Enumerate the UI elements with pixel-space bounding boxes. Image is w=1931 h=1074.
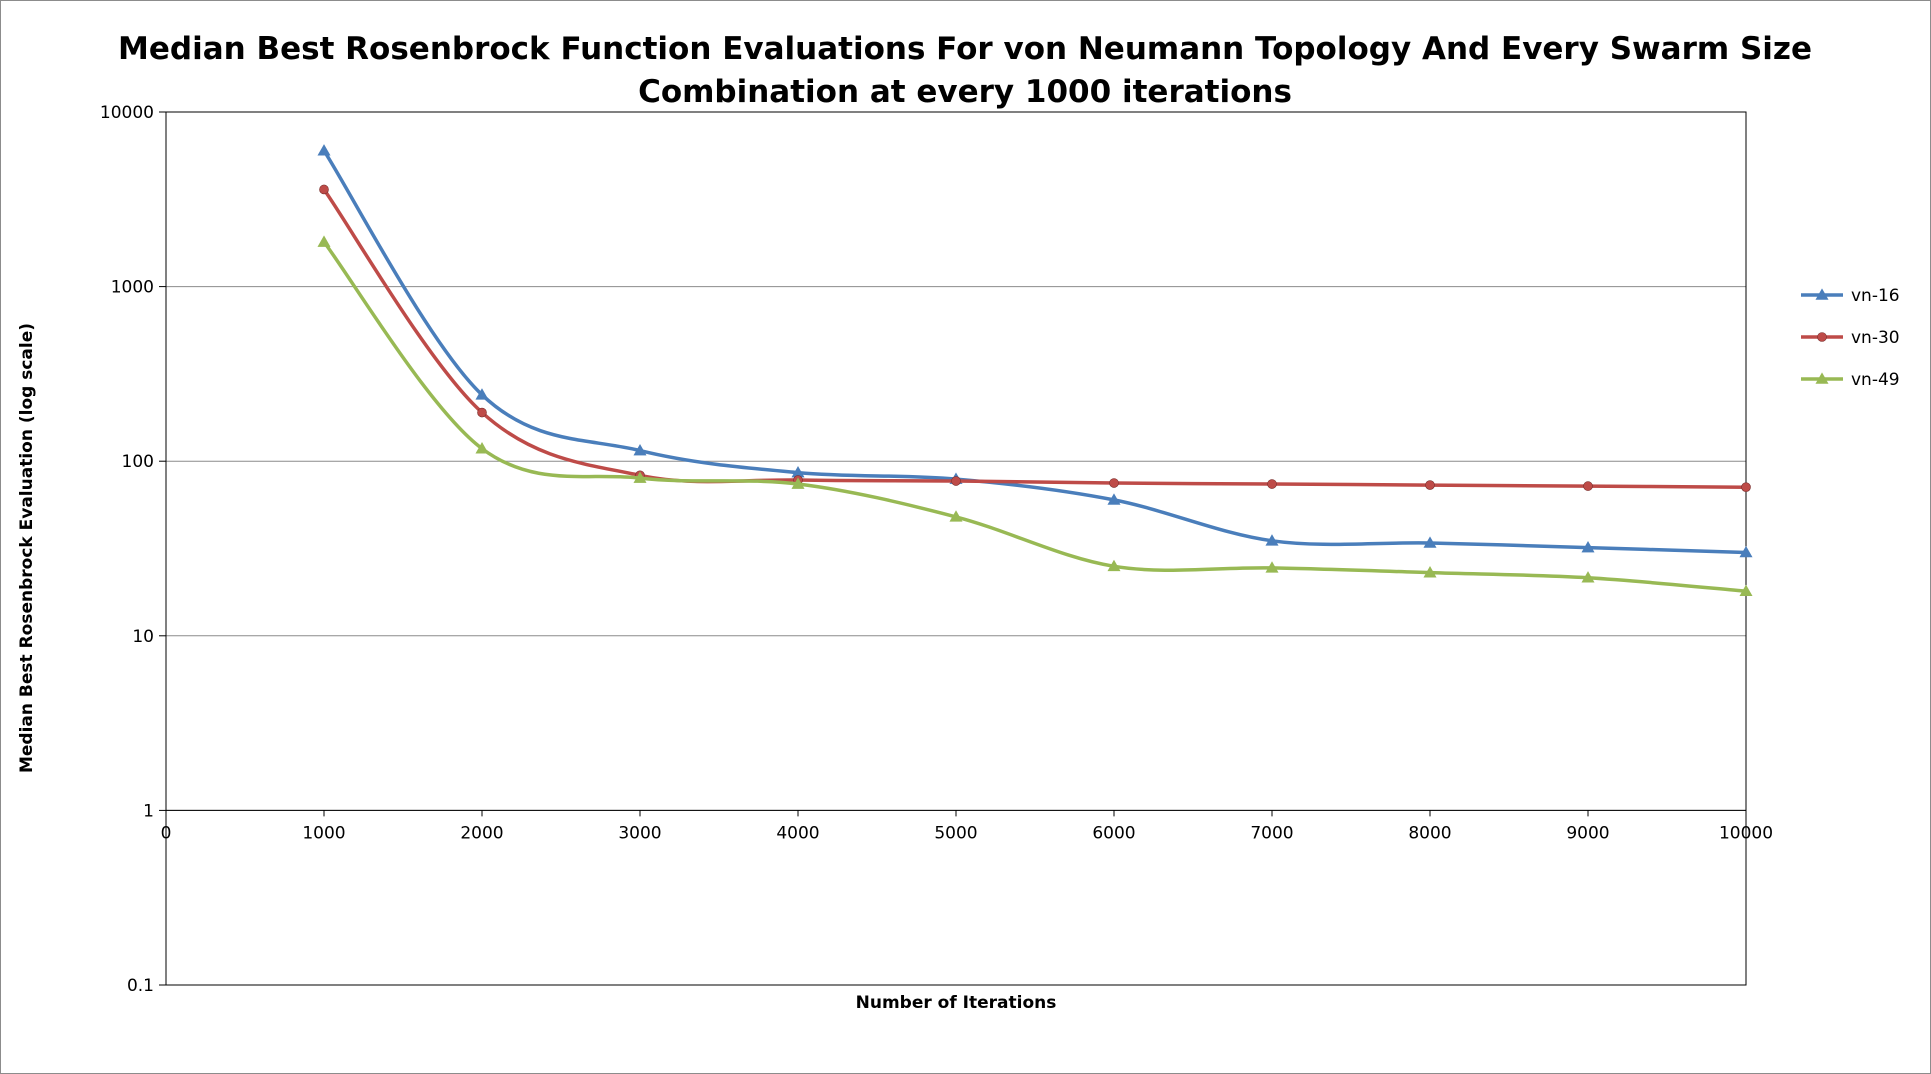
x-tick-label: 4000 <box>776 823 819 843</box>
series-line-vn-30 <box>322 187 1748 489</box>
series-vn-16 <box>317 144 1753 558</box>
legend-label: vn-30 <box>1851 328 1900 348</box>
legend-item-vn-30: vn-30 <box>1801 328 1900 348</box>
x-tick-labels: 0 1000 2000 3000 4000 5000 6000 7000 8000 9000 100… <box>161 810 1773 843</box>
data-point-vn-49 <box>633 471 647 483</box>
series-vn-30 <box>319 184 1751 492</box>
legend-swatch-marker <box>1817 332 1827 342</box>
y-tick-label: 1000 <box>111 278 154 298</box>
data-point-vn-30 <box>319 184 329 195</box>
data-point-vn-49 <box>1107 559 1121 572</box>
data-point-vn-30 <box>1583 481 1593 491</box>
x-tick-label: 5000 <box>934 823 977 843</box>
data-point-vn-49 <box>1739 584 1753 597</box>
y-tick-label: 1 <box>143 801 154 821</box>
data-point-vn-16 <box>475 388 489 400</box>
y-tick-label: 100 <box>122 452 154 472</box>
data-point-vn-16 <box>317 144 331 156</box>
data-point-vn-49 <box>1581 571 1595 583</box>
plot-area-frame <box>165 111 1747 986</box>
x-tick-label: 7000 <box>1250 823 1293 843</box>
y-tick-label: 10000 <box>100 103 154 123</box>
data-point-vn-30 <box>1425 480 1435 490</box>
x-tick-label: 6000 <box>1092 823 1135 843</box>
legend-label: vn-16 <box>1851 286 1900 306</box>
data-point-vn-16 <box>1581 540 1595 553</box>
data-point-vn-30 <box>1109 478 1119 488</box>
data-point-vn-30 <box>1741 482 1751 492</box>
data-point-vn-49 <box>791 477 805 489</box>
chart-title-line-1: Median Best Rosenbrock Function Evaluati… <box>118 31 1812 67</box>
data-point-vn-16 <box>1265 534 1279 546</box>
data-point-vn-49 <box>317 235 331 247</box>
x-tick-label: 10000 <box>1719 823 1773 843</box>
x-tick-label: 1000 <box>302 823 345 843</box>
data-point-vn-49 <box>949 510 963 522</box>
x-tick-label: 3000 <box>618 823 661 843</box>
data-point-vn-49 <box>475 442 489 454</box>
data-point-vn-49 <box>1423 566 1437 578</box>
y-tick-label: 0.1 <box>127 976 154 996</box>
legend-label: vn-49 <box>1851 370 1900 390</box>
legend-item-vn-49: vn-49 <box>1801 370 1900 390</box>
x-tick-label: 9000 <box>1566 823 1609 843</box>
series-vn-49 <box>317 235 1753 597</box>
data-point-vn-16 <box>1107 493 1121 505</box>
y-axis-label: Median Best Rosenbrock Evaluation (log s… <box>17 323 37 773</box>
data-point-vn-30 <box>951 476 961 486</box>
data-point-vn-30 <box>1267 479 1277 489</box>
y-tick-labels: 0.1 1 10 100 1000 10000 <box>100 103 166 996</box>
data-point-vn-16 <box>1739 545 1753 558</box>
x-tick-label: 8000 <box>1408 823 1451 843</box>
data-series <box>317 144 1753 597</box>
data-point-vn-49 <box>1265 561 1279 573</box>
legend: vn-16 vn-30 vn-49 <box>1801 286 1900 390</box>
series-line-vn-49 <box>322 240 1748 593</box>
legend-swatch-marker <box>1815 288 1829 300</box>
legend-swatch-marker <box>1815 372 1829 384</box>
x-axis-label: Number of Iterations <box>856 993 1057 1013</box>
data-point-vn-16 <box>633 443 647 456</box>
data-point-vn-16 <box>1423 536 1437 548</box>
y-tick-label: 10 <box>132 627 154 647</box>
x-tick-label: 2000 <box>460 823 503 843</box>
legend-item-vn-16: vn-16 <box>1801 286 1900 306</box>
data-point-vn-30 <box>477 407 487 418</box>
series-line-vn-16 <box>322 148 1748 555</box>
x-tick-label: 0 <box>161 823 172 843</box>
gridlines <box>166 286 1746 811</box>
chart-title: Median Best Rosenbrock Function Evaluati… <box>118 31 1812 110</box>
chart-title-line-2: Combination at every 1000 iterations <box>638 74 1292 110</box>
